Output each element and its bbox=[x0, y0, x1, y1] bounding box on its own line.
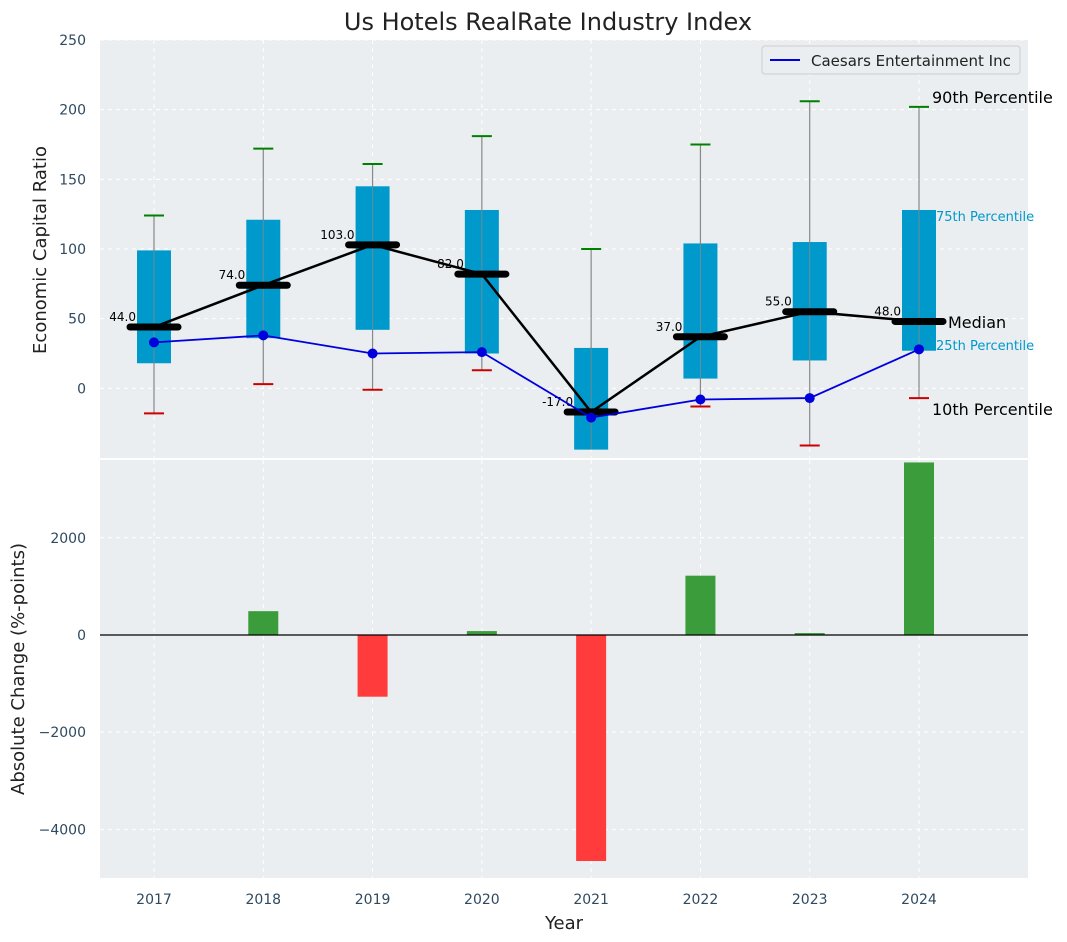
company-point-2018 bbox=[258, 330, 269, 341]
top-y-tick-label: 0 bbox=[77, 381, 86, 397]
x-axis-label: Year bbox=[544, 913, 584, 934]
bottom-panel-background bbox=[100, 460, 1028, 878]
median-label-2020: 82.0 bbox=[437, 257, 464, 271]
x-tick-label-2022: 2022 bbox=[683, 892, 719, 908]
company-point-2023 bbox=[804, 393, 815, 404]
top-y-tick-label: 50 bbox=[68, 312, 86, 328]
median-label-2024: 48.0 bbox=[874, 304, 901, 318]
change-bar-2023 bbox=[794, 633, 825, 635]
legend-box bbox=[761, 45, 1021, 75]
chart-title: Us Hotels RealRate Industry Index bbox=[344, 8, 752, 36]
company-point-2021 bbox=[586, 412, 597, 423]
median-label-2023: 55.0 bbox=[765, 295, 792, 309]
box-plot-area: 0 50 100 150 200 250 44.0 74.0 103.0 82.0 -17.0 37.… bbox=[59, 33, 947, 450]
annotation-median: Median bbox=[948, 313, 1006, 332]
bar-chart-area: −4000 −2000 0 2000 2017 2018 2019 2020 2021 2022 2… bbox=[39, 462, 1028, 908]
bottom-y-tick-label: 2000 bbox=[50, 531, 86, 547]
top-y-axis-label: Economic Capital Ratio bbox=[30, 146, 51, 354]
bottom-y-axis-label: Absolute Change (%-points) bbox=[8, 543, 29, 795]
change-bar-2024 bbox=[904, 462, 934, 635]
company-point-2019 bbox=[367, 348, 378, 359]
company-line bbox=[153, 334, 920, 419]
top-y-tick-label: 150 bbox=[59, 172, 86, 188]
change-bar-2018 bbox=[248, 611, 279, 635]
x-tick-label-2017: 2017 bbox=[136, 892, 172, 908]
company-point-2017 bbox=[149, 337, 159, 348]
company-point-2020 bbox=[476, 347, 487, 358]
annotation-25th-percentile: 25th Percentile bbox=[936, 339, 1034, 354]
change-bar-2021 bbox=[576, 634, 607, 861]
top-y-tick-label: 250 bbox=[59, 33, 86, 49]
legend-entry-company: Caesars Entertainment Inc bbox=[811, 52, 1011, 70]
top-y-tick-label: 200 bbox=[59, 103, 86, 119]
annotation-75th-percentile: 75th Percentile bbox=[936, 210, 1034, 225]
median-label-2017: 44.0 bbox=[109, 310, 136, 324]
change-bar-2022 bbox=[685, 575, 716, 635]
median-label-2019: 103.0 bbox=[320, 228, 354, 242]
change-bar-2020 bbox=[466, 631, 497, 635]
annotation-90th-percentile: 90th Percentile bbox=[932, 88, 1053, 107]
x-tick-label-2020: 2020 bbox=[464, 892, 500, 908]
annotation-10th-percentile: 10th Percentile bbox=[932, 400, 1053, 419]
median-label-2022: 37.0 bbox=[656, 320, 683, 334]
x-tick-label-2021: 2021 bbox=[573, 892, 609, 908]
change-bar-2019 bbox=[357, 634, 388, 697]
company-point-2022 bbox=[695, 394, 706, 405]
bottom-y-tick-label: −4000 bbox=[39, 822, 86, 838]
legend: Caesars Entertainment Inc bbox=[761, 45, 1021, 75]
x-tick-label-2023: 2023 bbox=[792, 892, 828, 908]
x-tick-label-2019: 2019 bbox=[355, 892, 391, 908]
median-label-2021: -17.0 bbox=[542, 395, 573, 409]
x-tick-label-2018: 2018 bbox=[245, 892, 281, 908]
company-point-2024 bbox=[914, 344, 924, 355]
median-label-2018: 74.0 bbox=[219, 268, 246, 282]
top-y-tick-label: 100 bbox=[59, 242, 86, 258]
median-line bbox=[153, 243, 920, 414]
x-tick-label-2024: 2024 bbox=[901, 892, 937, 908]
bottom-y-tick-label: 0 bbox=[77, 628, 86, 644]
bottom-y-tick-label: −2000 bbox=[39, 725, 86, 741]
